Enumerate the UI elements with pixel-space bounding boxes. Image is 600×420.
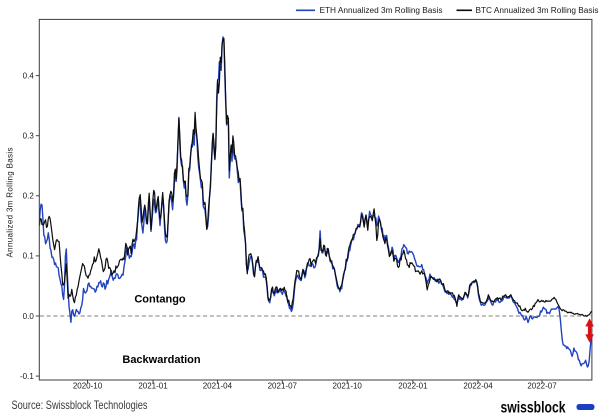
svg-text:Annualized 3m Rolling Basis: Annualized 3m Rolling Basis (6, 148, 15, 258)
svg-text:0.3: 0.3 (23, 132, 35, 141)
svg-text:2022-04: 2022-04 (463, 382, 493, 391)
svg-text:-0.1: -0.1 (20, 372, 34, 381)
svg-text:Contango: Contango (134, 294, 186, 306)
svg-text:BTC Annualized 3m Rolling Basi: BTC Annualized 3m Rolling Basis (476, 6, 599, 15)
svg-text:2022-01: 2022-01 (398, 382, 428, 391)
svg-text:0.2: 0.2 (23, 192, 35, 201)
svg-text:Backwardation: Backwardation (122, 354, 201, 366)
svg-text:2020-10: 2020-10 (73, 382, 103, 391)
svg-text:2021-10: 2021-10 (333, 382, 363, 391)
svg-text:0.4: 0.4 (23, 71, 35, 80)
svg-text:2022-07: 2022-07 (527, 382, 557, 391)
svg-text:swissblock: swissblock (501, 400, 566, 417)
svg-text:0.1: 0.1 (23, 252, 35, 261)
svg-text:Source: Swissblock Technologie: Source: Swissblock Technologies (12, 398, 148, 412)
svg-text:2021-01: 2021-01 (138, 382, 168, 391)
svg-text:2021-04: 2021-04 (203, 382, 233, 391)
svg-text:0.0: 0.0 (23, 312, 35, 321)
svg-text:ETH Annualized 3m Rolling Basi: ETH Annualized 3m Rolling Basis (320, 6, 443, 15)
svg-text:2021-07: 2021-07 (268, 382, 298, 391)
